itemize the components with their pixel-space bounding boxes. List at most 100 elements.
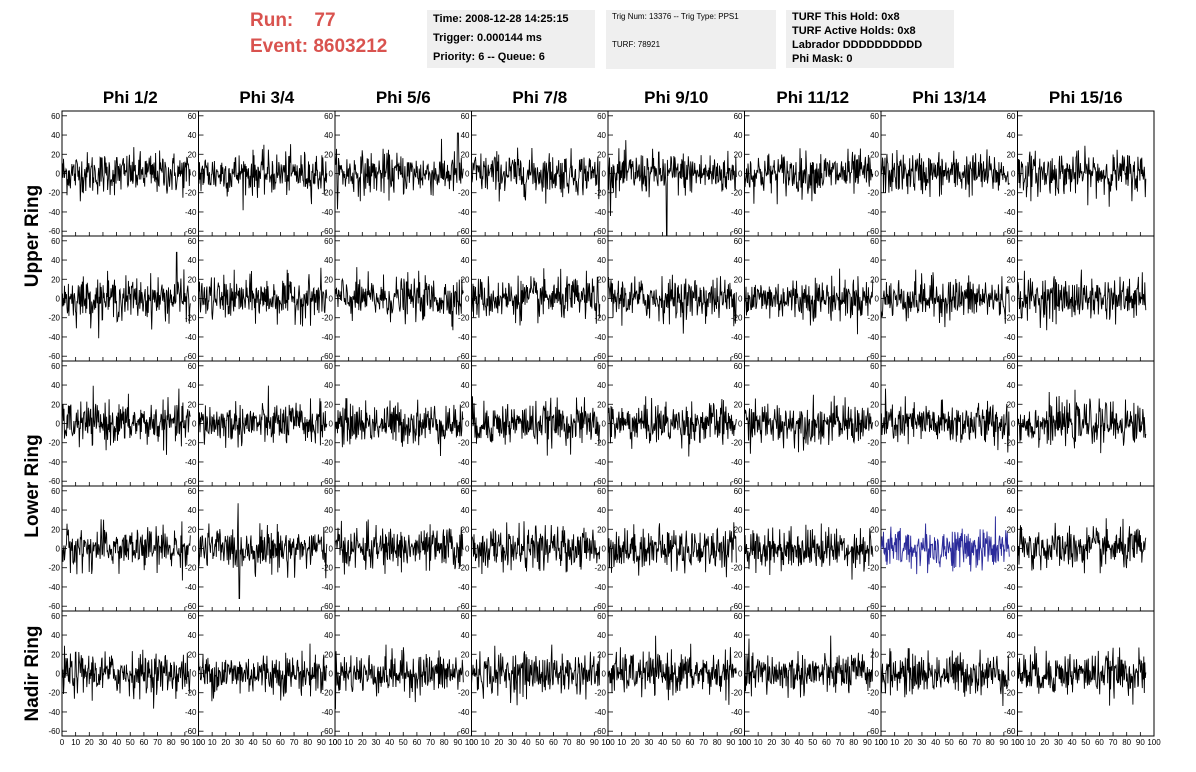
y-tick-label: -60 (1004, 727, 1016, 736)
y-tick-label: 20 (51, 275, 60, 284)
x-tick-label: 30 (781, 738, 790, 747)
y-tick-label: -20 (867, 564, 879, 573)
trigger-line: Trigger: 0.000144 ms (433, 32, 542, 44)
y-tick-label: 0 (465, 170, 470, 179)
y-tick-label: -20 (48, 689, 60, 698)
y-tick-label: -20 (731, 689, 743, 698)
y-tick-label: 40 (188, 131, 197, 140)
x-tick-label: 100 (874, 738, 888, 747)
y-tick-label: 0 (329, 170, 334, 179)
y-tick-label: 60 (324, 237, 333, 246)
y-tick-label: -20 (867, 314, 879, 323)
y-tick-label: -60 (867, 727, 879, 736)
y-tick-label: 0 (1011, 170, 1016, 179)
x-tick-label: 50 (808, 738, 817, 747)
y-tick-label: 40 (324, 131, 333, 140)
waveform (1017, 518, 1147, 574)
x-tick-label: 50 (399, 738, 408, 747)
x-tick-label: 70 (426, 738, 435, 747)
x-tick-label: 90 (726, 738, 735, 747)
y-tick-label: 0 (602, 420, 607, 429)
y-tick-label: 20 (870, 400, 879, 409)
y-tick-label: -60 (185, 727, 197, 736)
y-tick-label: 0 (192, 295, 197, 304)
y-tick-label: 40 (188, 381, 197, 390)
y-tick-label: -20 (731, 439, 743, 448)
time-line: Time: 2008-12-28 14:25:15 (433, 13, 569, 25)
time-info-box: Time: 2008-12-28 14:25:15 Trigger: 0.000… (427, 10, 595, 68)
y-tick-label: 40 (1007, 256, 1016, 265)
y-tick-label: 40 (1007, 506, 1016, 515)
y-tick-label: -40 (48, 333, 60, 342)
x-tick-label: 0 (742, 738, 747, 747)
waveform (744, 268, 874, 335)
y-tick-label: -60 (731, 602, 743, 611)
y-tick-label: -60 (594, 227, 606, 236)
x-tick-label: 20 (767, 738, 776, 747)
y-tick-label: 20 (597, 525, 606, 534)
y-tick-label: -40 (731, 208, 743, 217)
y-tick-label: -20 (867, 439, 879, 448)
y-tick-label: -20 (321, 189, 333, 198)
y-tick-label: -60 (1004, 477, 1016, 486)
waveform (61, 645, 191, 709)
x-tick-label: 90 (999, 738, 1008, 747)
y-tick-label: -20 (48, 189, 60, 198)
y-tick-label: -60 (48, 602, 60, 611)
x-tick-label: 100 (1011, 738, 1025, 747)
phi-mask-line: Phi Mask: 0 (792, 53, 853, 65)
y-tick-label: -20 (1004, 314, 1016, 323)
y-tick-label: 20 (461, 525, 470, 534)
y-tick-label: 20 (461, 400, 470, 409)
y-tick-label: -40 (185, 208, 197, 217)
x-tick-label: 40 (658, 738, 667, 747)
waveform (334, 267, 464, 331)
waveform (880, 149, 1010, 198)
y-tick-label: 40 (461, 381, 470, 390)
y-tick-label: -60 (1004, 227, 1016, 236)
y-tick-label: -40 (594, 208, 606, 217)
y-tick-label: 60 (461, 112, 470, 121)
y-tick-label: 60 (51, 362, 60, 371)
y-tick-label: -40 (867, 208, 879, 217)
x-tick-label: 40 (1068, 738, 1077, 747)
y-tick-label: 20 (51, 525, 60, 534)
y-tick-label: -40 (594, 708, 606, 717)
y-tick-label: 0 (192, 545, 197, 554)
x-tick-label: 20 (631, 738, 640, 747)
y-tick-label: -60 (458, 352, 470, 361)
y-tick-label: 40 (51, 631, 60, 640)
y-tick-label: 60 (1007, 487, 1016, 496)
waveform (607, 140, 737, 237)
x-tick-label: 70 (699, 738, 708, 747)
y-tick-label: 60 (870, 362, 879, 371)
y-tick-label: 20 (324, 150, 333, 159)
y-tick-label: 40 (870, 131, 879, 140)
y-tick-label: -60 (185, 227, 197, 236)
y-tick-label: -60 (594, 477, 606, 486)
x-tick-label: 80 (849, 738, 858, 747)
x-tick-label: 70 (153, 738, 162, 747)
waveform (334, 644, 464, 710)
y-tick-label: 0 (192, 170, 197, 179)
y-tick-label: -40 (731, 708, 743, 717)
y-tick-label: -60 (867, 602, 879, 611)
x-tick-label: 100 (1147, 738, 1161, 747)
y-tick-label: 0 (602, 670, 607, 679)
y-tick-label: 0 (465, 545, 470, 554)
x-tick-label: 60 (276, 738, 285, 747)
y-tick-label: 40 (597, 381, 606, 390)
y-tick-label: 40 (870, 631, 879, 640)
x-tick-label: 0 (196, 738, 201, 747)
y-tick-label: -20 (1004, 689, 1016, 698)
y-tick-label: 60 (597, 612, 606, 621)
y-tick-label: -20 (594, 439, 606, 448)
y-tick-label: 60 (51, 487, 60, 496)
y-tick-label: -40 (458, 458, 470, 467)
ring-label: Lower Ring (22, 434, 43, 537)
y-tick-label: 60 (461, 237, 470, 246)
y-tick-label: 40 (597, 631, 606, 640)
y-tick-label: 40 (324, 631, 333, 640)
ring-label: Nadir Ring (22, 625, 43, 721)
y-tick-label: -40 (867, 333, 879, 342)
